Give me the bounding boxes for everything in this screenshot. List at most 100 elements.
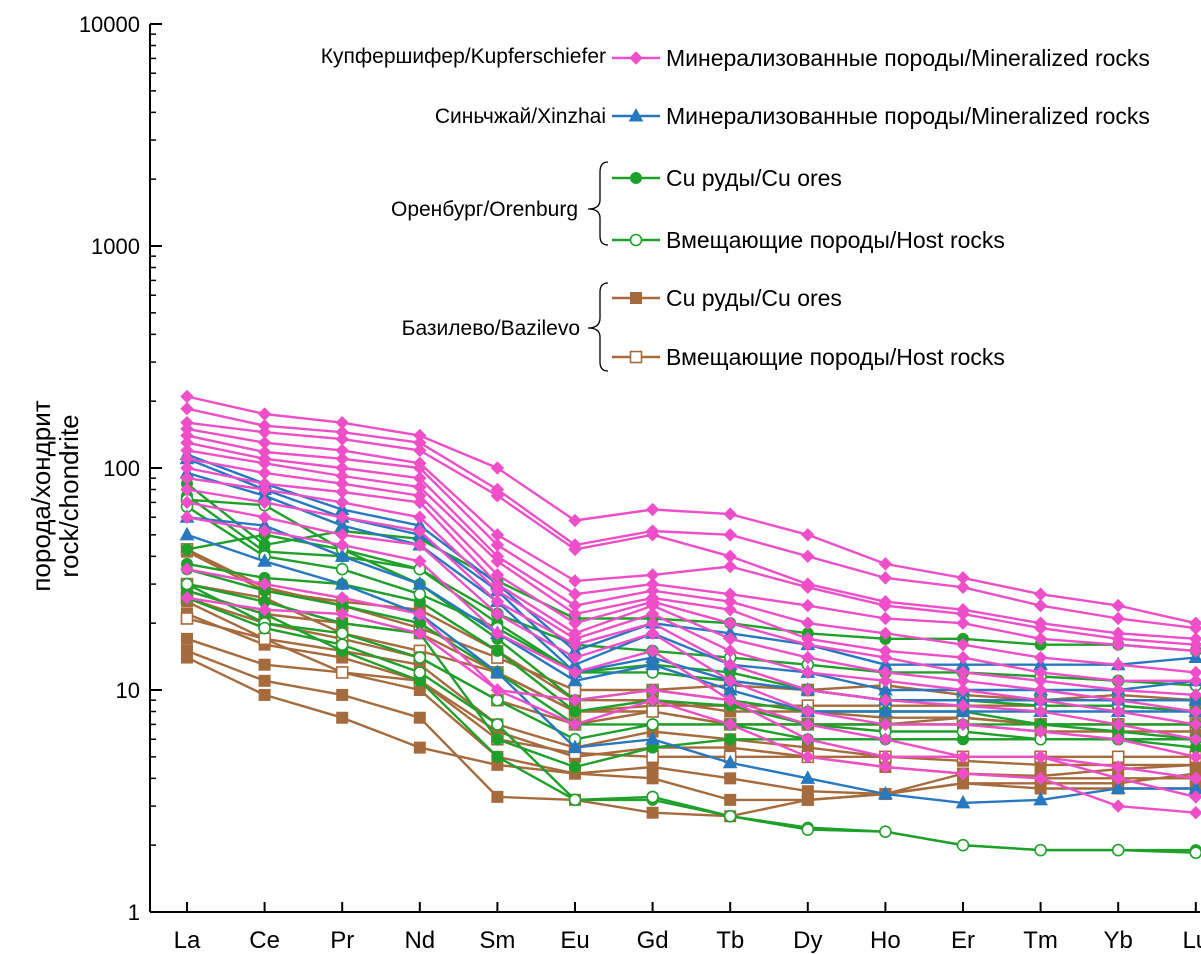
legend: Минерализованные породы/Mineralized rock… <box>321 45 1150 372</box>
series-line <box>186 533 1196 805</box>
legend-swatch-marker <box>629 233 643 247</box>
data-point-yb <box>1111 704 1125 719</box>
data-point-gd <box>645 656 660 671</box>
data-point-la <box>180 495 194 510</box>
data-point-eu <box>569 705 581 718</box>
data-point-ho <box>878 626 893 641</box>
series-line <box>186 568 1196 814</box>
data-point-ce <box>257 524 272 538</box>
data-point-sm <box>490 607 505 621</box>
series-orenburg-30 <box>180 591 1201 859</box>
data-point-la <box>180 482 194 497</box>
data-point-la <box>180 562 194 576</box>
data-point-lu <box>1189 717 1201 732</box>
data-point-dy <box>801 732 815 746</box>
data-point-gd <box>645 502 660 517</box>
legend-bazilevo-ores: Cu руды/Cu ores <box>612 285 842 311</box>
series-line <box>186 449 1196 682</box>
data-point-lu <box>1189 674 1201 688</box>
data-point-tb <box>722 754 738 769</box>
legend-swatch-marker <box>628 107 644 122</box>
data-point-dy <box>801 598 815 613</box>
series-line <box>186 501 1197 758</box>
data-point-gd <box>646 806 659 819</box>
data-point-pr <box>334 576 350 590</box>
series-line <box>186 596 1196 854</box>
legend-entry-label: Минерализованные породы/Mineralized rock… <box>666 45 1150 71</box>
data-point-yb <box>1111 717 1125 732</box>
axes: 1 10 100 1000 10000 La Ce Pr Nd Sm Eu Gd Tb Dy Ho Er Tm Y… <box>79 12 1201 954</box>
data-point-gd <box>645 644 660 658</box>
data-point-tm <box>1033 724 1048 739</box>
data-point-la <box>180 401 194 416</box>
data-point-ho <box>878 732 893 746</box>
data-point-gd <box>646 705 659 718</box>
data-point-la <box>180 577 194 591</box>
data-point-eu <box>568 542 582 557</box>
data-point-er <box>956 637 970 652</box>
data-point-la <box>180 612 194 625</box>
data-point-ce <box>258 632 271 646</box>
series-line <box>186 582 1196 769</box>
data-point-ce <box>257 577 272 591</box>
series-kupferschiefer-0 <box>180 389 1201 630</box>
data-point-tm <box>1033 598 1048 613</box>
series-kupferschiefer-11 <box>180 495 1201 764</box>
data-point-dy <box>801 750 815 764</box>
data-point-dy <box>801 823 815 836</box>
legend-orenburg-ores: Cu руды/Cu ores <box>612 165 842 191</box>
series-line <box>186 600 1196 767</box>
data-point-nd <box>412 576 428 590</box>
data-point-er <box>956 616 970 630</box>
data-point-ce <box>257 553 272 567</box>
data-point-nd <box>413 587 427 601</box>
series-kupferschiefer-2 <box>180 415 1201 646</box>
legend-bracket-orenburg <box>587 161 609 246</box>
series-line <box>186 457 1196 697</box>
data-point-ho <box>878 611 893 626</box>
data-point-tb <box>723 507 737 521</box>
legend-entry-label: Cu руды/Cu ores <box>666 285 842 311</box>
data-point-pr <box>335 495 349 510</box>
data-point-nd <box>413 495 427 510</box>
data-point-yb <box>1111 771 1125 786</box>
data-point-eu <box>568 717 582 732</box>
series-line <box>186 434 1196 653</box>
legend-swatch-marker <box>629 350 643 364</box>
data-point-eu <box>568 637 582 652</box>
legend-entry-label: Минерализованные породы/Mineralized rock… <box>666 103 1150 129</box>
data-point-ce <box>258 658 271 671</box>
data-point-gd <box>645 731 660 745</box>
data-point-ce <box>258 621 271 635</box>
data-point-la <box>180 389 194 404</box>
data-point-yb <box>1111 843 1125 857</box>
data-point-ho <box>878 717 893 732</box>
series-line <box>186 477 1196 726</box>
data-point-ho <box>878 760 893 774</box>
y-axis-title-line1: порода/хондрит <box>26 400 56 591</box>
legend-entry-label: Вмещающие породы/Host rocks <box>666 227 1005 253</box>
data-point-dy <box>801 704 815 719</box>
data-point-lu <box>1189 750 1201 764</box>
data-point-nd <box>413 626 427 641</box>
data-point-gd <box>645 693 660 707</box>
legend-bracket-bazilevo <box>587 282 609 372</box>
data-point-er <box>956 683 970 697</box>
series-line <box>186 466 1196 713</box>
data-point-nd <box>413 443 427 458</box>
data-point-tb <box>723 602 737 617</box>
data-point-sm <box>490 489 505 503</box>
series-layer <box>179 389 1201 859</box>
data-point-yb <box>1111 732 1125 746</box>
y-tick-label: 1000 <box>91 234 140 259</box>
data-point-tm <box>1033 791 1048 806</box>
x-tick-label-pr: Pr <box>330 927 354 954</box>
series-line <box>186 562 1196 741</box>
data-point-pr <box>335 562 349 576</box>
data-point-dy <box>801 650 815 665</box>
y-axis-title-line2: rock/chondrite <box>54 414 84 577</box>
data-point-tm <box>1033 704 1048 719</box>
data-point-er <box>956 750 970 764</box>
data-point-dy <box>801 717 815 732</box>
data-point-yb <box>1111 598 1125 613</box>
